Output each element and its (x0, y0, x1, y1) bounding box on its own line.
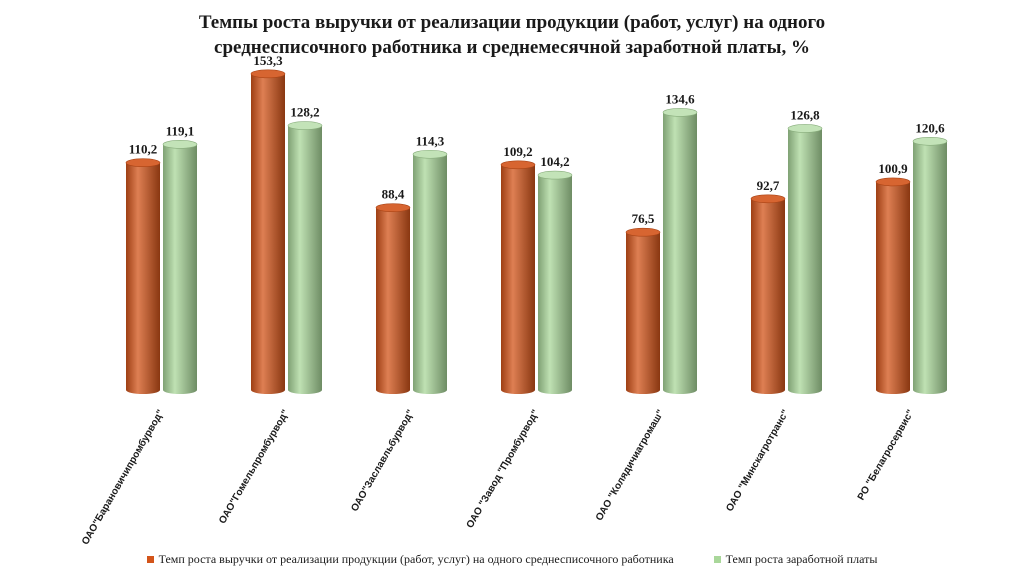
bar-body (501, 164, 535, 394)
category-label-6: РО "Белагросервис" (856, 408, 917, 503)
bar-cap (250, 69, 286, 79)
value-label-s1-1: 153,3 (253, 53, 283, 68)
bar-s2-3 (537, 170, 573, 394)
bar-cap (375, 203, 411, 212)
legend: Темп роста выручки от реализации продукц… (0, 552, 1024, 567)
value-label-s2-0: 119,1 (166, 123, 195, 138)
bar-cap (662, 108, 698, 117)
bar-cap (412, 149, 448, 159)
value-label-s1-2: 88,4 (382, 187, 405, 202)
legend-swatch-revenue (146, 556, 154, 563)
category-label-5: ОАО "Минскагротранс" (724, 408, 791, 514)
bar-cap (912, 136, 948, 146)
bar-s1-1 (250, 69, 286, 394)
legend-item-revenue: Темп роста выручки от реализации продукц… (146, 552, 674, 567)
bar-cap (625, 227, 661, 237)
bar-cap (875, 177, 911, 187)
bar-s2-1 (287, 121, 323, 395)
category-label-2: ОАО"Заславльбурвод" (348, 407, 416, 513)
category-label-3: ОАО "Завод "Промбурвод" (464, 407, 542, 530)
value-label-s2-5: 126,8 (790, 107, 820, 122)
category-label-4: ОАО "Колядичиагромаш" (594, 408, 667, 523)
bar-cap (162, 140, 198, 149)
bar-body (163, 144, 197, 394)
bar-s2-5 (787, 124, 823, 394)
value-label-s2-1: 128,2 (290, 105, 319, 120)
chart-title-line-2: среднесписочного работника и среднемесяч… (214, 37, 810, 58)
bar-s1-4 (625, 227, 661, 394)
value-label-s2-6: 120,6 (915, 120, 945, 135)
bar-s1-5 (750, 194, 786, 394)
bar-body (538, 175, 572, 394)
bar-body (876, 181, 910, 394)
bar-s1-6 (875, 177, 911, 394)
chart-title: Темпы роста выручки от реализации продук… (0, 10, 1024, 60)
bar-s1-0 (125, 158, 161, 394)
legend-item-salary: Темп роста заработной платы (713, 552, 878, 567)
value-label-s2-3: 104,2 (540, 154, 569, 169)
bar-cap (287, 121, 323, 130)
legend-label-salary: Темп роста заработной платы (725, 552, 878, 566)
value-label-s1-4: 76,5 (632, 211, 655, 226)
bar-s1-3 (500, 160, 536, 394)
category-label-0: ОАО"Барановичипромбурвод" (79, 407, 167, 547)
value-label-s1-0: 110,2 (129, 142, 158, 157)
bar-cap (750, 194, 786, 204)
chart-title-line-1: Темпы роста выручки от реализации продук… (198, 12, 826, 33)
value-label-s2-2: 114,3 (416, 133, 445, 148)
value-label-s1-5: 92,7 (757, 178, 780, 193)
bar-body (376, 207, 410, 394)
bar-s2-6 (912, 136, 948, 394)
value-label-s1-3: 109,2 (503, 144, 532, 159)
bar-body (413, 154, 447, 394)
bar-body (126, 162, 160, 394)
value-label-s1-6: 100,9 (878, 161, 908, 176)
value-label-s2-4: 134,6 (665, 91, 695, 106)
bar-cap (787, 124, 823, 133)
bar-body (913, 141, 947, 394)
bar-cap (500, 160, 536, 170)
bar-body (663, 112, 697, 394)
bar-s2-2 (412, 149, 448, 394)
bar-body (626, 232, 660, 394)
bar-s2-4 (662, 108, 698, 394)
bar-body (751, 198, 785, 394)
legend-swatch-salary (713, 556, 721, 563)
bar-cap (537, 170, 573, 180)
bar-body (788, 128, 822, 394)
legend-label-revenue: Темп роста выручки от реализации продукц… (158, 552, 674, 566)
bar-body (288, 125, 322, 395)
bar-s2-0 (162, 140, 198, 394)
bar-body (251, 73, 285, 394)
category-label-1: ОАО"Гомельпромбурвод" (216, 407, 291, 526)
bar-cap (125, 158, 161, 168)
bar-s1-2 (375, 203, 411, 394)
